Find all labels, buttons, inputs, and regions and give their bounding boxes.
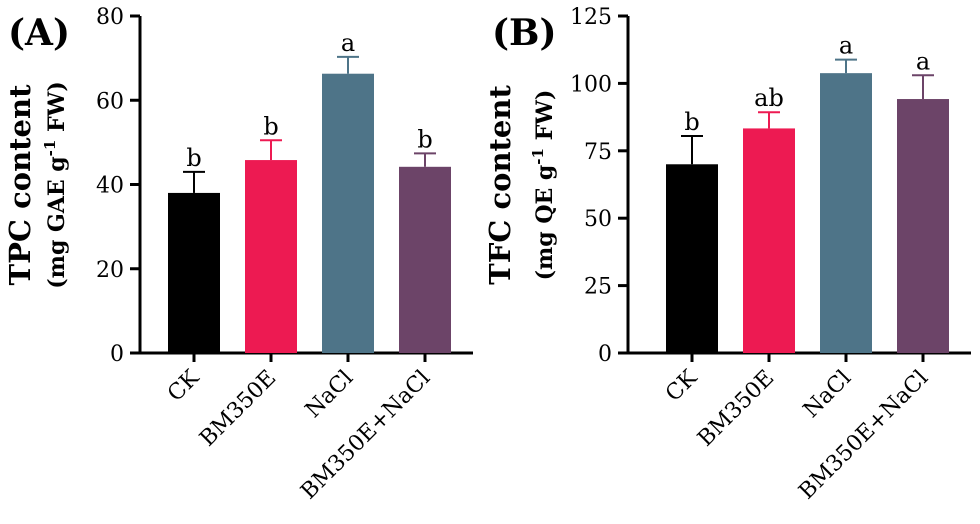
y-axis-unit-text: FW) [532,90,558,148]
significance-letter: b [186,144,201,172]
x-tick-label: CK [163,365,205,407]
significance-letter: b [417,125,432,153]
bar [168,192,220,353]
y-tick-label: 80 [96,5,124,30]
y-tick-label: 60 [96,89,124,114]
y-axis-title: TFC content [483,85,517,285]
significance-letter: a [916,47,930,75]
y-tick-label: 25 [584,275,612,300]
y-tick-label: 50 [584,207,612,232]
y-tick-label: 40 [96,174,124,199]
x-tick-label: BM350E [195,366,281,452]
bar [245,160,297,353]
bar [897,99,949,353]
y-axis-unit-text: (mg QE g [532,165,558,281]
x-tick-label: BM350E+NaCl [794,366,933,505]
significance-letter: b [684,108,699,136]
y-axis-unit: (mg QE g-1 FW) [529,90,558,281]
y-axis-unit-text: FW) [44,81,70,139]
y-tick-label: 100 [570,72,612,97]
panel-b: 0 25 50 75 100 125 b CK ab BM350E a NaCl a BM350E+NaC… [483,5,971,504]
x-tick-label: BM350E+NaCl [296,366,435,505]
x-tick-label: NaCl [799,366,856,423]
y-axis-title: TPC content [3,84,37,286]
y-tick-label: 75 [584,140,612,165]
y-tick-label: 125 [570,5,612,30]
bar [399,166,451,353]
y-tick-label: 0 [110,342,124,367]
significance-letter: a [839,32,853,60]
significance-letter: ab [754,84,784,112]
y-tick-label: 0 [598,342,612,367]
y-axis-unit: (mg GAE g-1 FW) [41,81,70,288]
panel-a: 0 20 40 60 80 b CK b BM350E a NaCl b BM350E+NaCl (A) T… [3,5,473,504]
bar [666,164,718,353]
y-axis-unit-superscript: -1 [529,148,547,165]
panel-label: (A) [8,12,70,54]
significance-letter: a [341,29,355,57]
panel-label: (B) [492,12,557,54]
bar [743,128,795,353]
y-tick-label: 20 [96,258,124,283]
y-axis-unit-text: (mg GAE g [44,156,70,288]
bar [820,73,872,353]
x-tick-label: NaCl [301,366,358,423]
bar [322,73,374,354]
x-tick-label: BM350E [693,366,779,452]
significance-letter: b [263,112,278,140]
y-axis-unit-superscript: -1 [41,140,59,157]
x-tick-label: CK [661,365,703,407]
